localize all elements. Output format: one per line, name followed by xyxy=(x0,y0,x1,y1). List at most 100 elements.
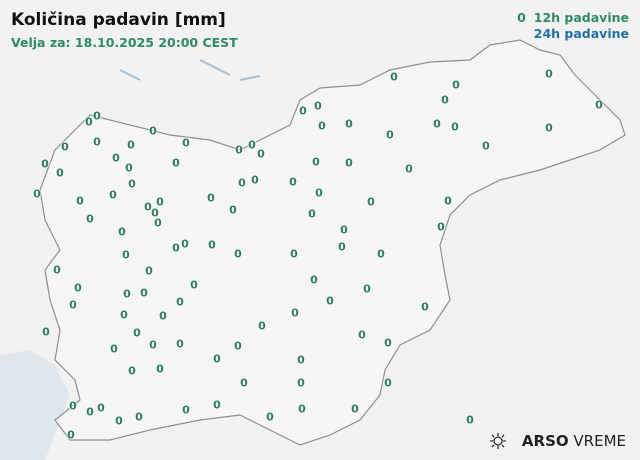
station-value[interactable]: 0 xyxy=(595,98,603,112)
station-value[interactable]: 0 xyxy=(93,135,101,149)
station-value[interactable]: 0 xyxy=(122,248,130,262)
station-value[interactable]: 0 xyxy=(345,117,353,131)
station-value[interactable]: 0 xyxy=(133,326,141,340)
station-value[interactable]: 0 xyxy=(351,402,359,416)
station-value[interactable]: 0 xyxy=(234,247,242,261)
station-value[interactable]: 0 xyxy=(229,203,237,217)
station-value[interactable]: 0 xyxy=(340,223,348,237)
station-value[interactable]: 0 xyxy=(318,119,326,133)
station-value[interactable]: 0 xyxy=(308,207,316,221)
station-value[interactable]: 0 xyxy=(315,186,323,200)
station-value[interactable]: 0 xyxy=(67,428,75,442)
station-value[interactable]: 0 xyxy=(182,403,190,417)
station-value[interactable]: 0 xyxy=(367,195,375,209)
station-value[interactable]: 0 xyxy=(145,264,153,278)
station-value[interactable]: 0 xyxy=(405,162,413,176)
station-value[interactable]: 0 xyxy=(118,225,126,239)
station-value[interactable]: 0 xyxy=(182,136,190,150)
station-value[interactable]: 0 xyxy=(251,173,259,187)
station-value[interactable]: 0 xyxy=(181,237,189,251)
station-value[interactable]: 0 xyxy=(482,139,490,153)
station-value[interactable]: 0 xyxy=(289,175,297,189)
station-value[interactable]: 0 xyxy=(213,398,221,412)
station-value[interactable]: 0 xyxy=(238,176,246,190)
station-value[interactable]: 0 xyxy=(144,200,152,214)
station-value[interactable]: 0 xyxy=(258,319,266,333)
station-value[interactable]: 0 xyxy=(345,156,353,170)
station-value[interactable]: 0 xyxy=(291,306,299,320)
station-value[interactable]: 0 xyxy=(207,191,215,205)
station-value[interactable]: 0 xyxy=(545,67,553,81)
station-value[interactable]: 0 xyxy=(358,328,366,342)
station-value[interactable]: 0 xyxy=(74,281,82,295)
station-value[interactable]: 0 xyxy=(444,194,452,208)
station-value[interactable]: 0 xyxy=(123,287,131,301)
station-value[interactable]: 0 xyxy=(86,405,94,419)
station-value[interactable]: 0 xyxy=(53,263,61,277)
station-value[interactable]: 0 xyxy=(128,364,136,378)
station-value[interactable]: 0 xyxy=(190,278,198,292)
station-value[interactable]: 0 xyxy=(377,247,385,261)
station-value[interactable]: 0 xyxy=(172,156,180,170)
station-value[interactable]: 0 xyxy=(235,143,243,157)
station-value[interactable]: 0 xyxy=(86,212,94,226)
station-value[interactable]: 0 xyxy=(69,298,77,312)
station-value[interactable]: 0 xyxy=(33,187,41,201)
station-value[interactable]: 0 xyxy=(297,376,305,390)
station-value[interactable]: 0 xyxy=(125,161,133,175)
station-value[interactable]: 0 xyxy=(156,362,164,376)
station-value[interactable]: 0 xyxy=(93,109,101,123)
station-value[interactable]: 0 xyxy=(248,138,256,152)
station-value[interactable]: 0 xyxy=(41,157,49,171)
station-value[interactable]: 0 xyxy=(213,352,221,366)
station-value[interactable]: 0 xyxy=(433,117,441,131)
station-value[interactable]: 0 xyxy=(159,309,167,323)
station-value[interactable]: 0 xyxy=(451,120,459,134)
station-value[interactable]: 0 xyxy=(441,93,449,107)
station-value[interactable]: 0 xyxy=(297,353,305,367)
station-value[interactable]: 0 xyxy=(452,78,460,92)
station-value[interactable]: 0 xyxy=(154,216,162,230)
station-value[interactable]: 0 xyxy=(135,410,143,424)
station-value[interactable]: 0 xyxy=(266,410,274,424)
station-value[interactable]: 0 xyxy=(56,166,64,180)
station-value[interactable]: 0 xyxy=(61,140,69,154)
station-value[interactable]: 0 xyxy=(386,128,394,142)
station-value[interactable]: 0 xyxy=(176,295,184,309)
station-value[interactable]: 0 xyxy=(299,104,307,118)
station-value[interactable]: 0 xyxy=(384,376,392,390)
station-value[interactable]: 0 xyxy=(151,206,159,220)
station-value[interactable]: 0 xyxy=(156,195,164,209)
station-value[interactable]: 0 xyxy=(127,138,135,152)
station-value[interactable]: 0 xyxy=(545,121,553,135)
station-value[interactable]: 0 xyxy=(390,70,398,84)
station-value[interactable]: 0 xyxy=(149,338,157,352)
station-value[interactable]: 0 xyxy=(234,339,242,353)
station-value[interactable]: 0 xyxy=(314,99,322,113)
station-value[interactable]: 0 xyxy=(437,220,445,234)
station-value[interactable]: 0 xyxy=(290,247,298,261)
station-value[interactable]: 0 xyxy=(172,241,180,255)
station-value[interactable]: 0 xyxy=(76,194,84,208)
station-value[interactable]: 0 xyxy=(140,286,148,300)
station-value[interactable]: 0 xyxy=(312,155,320,169)
station-value[interactable]: 0 xyxy=(240,376,248,390)
station-value[interactable]: 0 xyxy=(326,294,334,308)
station-value[interactable]: 0 xyxy=(120,308,128,322)
station-value[interactable]: 0 xyxy=(149,124,157,138)
station-value[interactable]: 0 xyxy=(85,115,93,129)
station-value[interactable]: 0 xyxy=(176,337,184,351)
station-value[interactable]: 0 xyxy=(97,401,105,415)
station-value[interactable]: 0 xyxy=(466,413,474,427)
station-value[interactable]: 0 xyxy=(109,188,117,202)
station-value[interactable]: 0 xyxy=(115,414,123,428)
station-value[interactable]: 0 xyxy=(208,238,216,252)
station-value[interactable]: 0 xyxy=(128,177,136,191)
station-value[interactable]: 0 xyxy=(338,240,346,254)
station-value[interactable]: 0 xyxy=(363,282,371,296)
station-value[interactable]: 0 xyxy=(421,300,429,314)
station-value[interactable]: 0 xyxy=(298,402,306,416)
station-value[interactable]: 0 xyxy=(384,336,392,350)
station-value[interactable]: 0 xyxy=(110,342,118,356)
station-value[interactable]: 0 xyxy=(310,273,318,287)
